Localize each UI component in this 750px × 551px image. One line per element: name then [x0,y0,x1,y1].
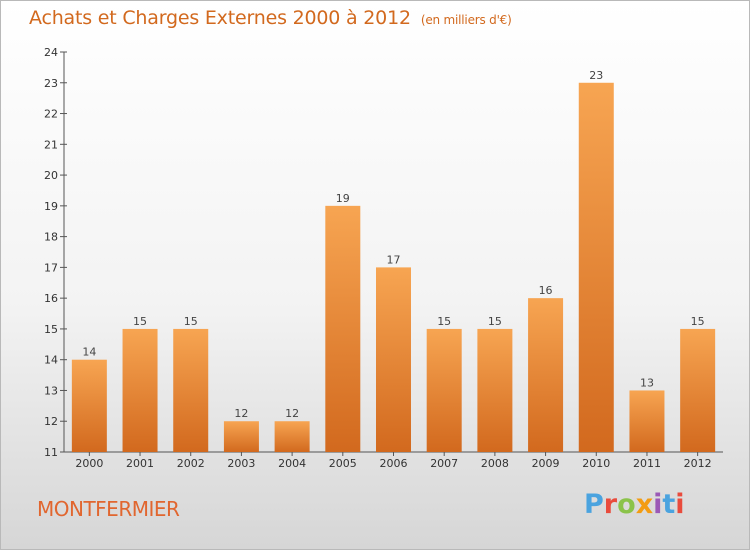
x-tick-label-2003: 2003 [227,457,255,470]
city-name: MONTFERMIER [37,497,180,521]
y-tick-label: 11 [44,446,58,459]
y-tick-label: 13 [44,384,58,397]
y-tick-label: 16 [44,292,58,305]
x-tick-label-2000: 2000 [75,457,103,470]
proxiti-logo[interactable]: Proxiti [584,489,685,520]
x-tick-label-2010: 2010 [582,457,610,470]
x-tick-label-2002: 2002 [177,457,205,470]
y-tick-label: 23 [44,77,58,90]
y-tick-label: 12 [44,415,58,428]
data-label-2011: 13 [640,376,654,389]
data-label-2005: 19 [336,192,350,205]
bar-2006 [376,267,411,452]
x-tick-label-2001: 2001 [126,457,154,470]
x-tick-label-2006: 2006 [380,457,408,470]
y-tick-label: 17 [44,261,58,274]
data-label-2000: 14 [82,346,96,359]
y-tick-label: 24 [44,46,58,59]
x-tick-label-2008: 2008 [481,457,509,470]
bar-2003 [223,421,259,452]
data-label-2010: 23 [589,69,603,82]
x-tick-label-2011: 2011 [633,457,661,470]
y-tick-label: 21 [44,138,58,151]
logo-letter: t [662,489,676,520]
bar-2000 [71,359,107,452]
data-labels: 14 15 15 12 12 19 17 15 15 16 23 13 15 [82,69,704,420]
data-label-2007: 15 [437,315,451,328]
bar-2010 [578,82,614,453]
bars [71,82,716,453]
bar-2002 [173,328,209,452]
y-tick-label: 14 [44,354,58,367]
logo-letter: o [617,489,636,520]
data-label-2003: 12 [234,407,248,420]
y-tick-label: 15 [44,323,58,336]
x-tick-label-2005: 2005 [329,457,357,470]
bar-2009 [528,298,564,452]
bar-2011 [629,390,665,452]
logo-letter: r [603,489,618,520]
bar-2007 [426,328,462,452]
logo-letter: i [675,489,685,520]
logo-letter: x [635,489,654,520]
x-tick-label-2007: 2007 [430,457,458,470]
data-label-2012: 15 [691,315,705,328]
chart-subtitle: (en milliers d'€) [420,13,512,27]
data-label-2006: 17 [387,253,401,266]
y-tick-label: 22 [44,108,58,121]
bar-2001 [122,328,158,452]
data-label-2009: 16 [539,284,553,297]
bar-2005 [325,205,361,452]
y-tick-label: 18 [44,231,58,244]
x-tick-label-2009: 2009 [532,457,560,470]
y-tick-label: 19 [44,200,58,213]
chart-title: Achats et Charges Externes 2000 à 2012 (e… [29,7,512,29]
data-label-2002: 15 [184,315,198,328]
x-tick-label-2004: 2004 [278,457,306,470]
logo-letter: i [653,489,663,520]
y-tick-label: 20 [44,169,58,182]
bar-2004 [274,421,310,452]
data-label-2008: 15 [488,315,502,328]
x-tick-label-2012: 2012 [684,457,712,470]
bar-2008 [477,328,513,452]
data-label-2001: 15 [133,315,147,328]
chart-title-text: Achats et Charges Externes 2000 à 2012 [29,7,411,29]
data-label-2004: 12 [285,407,299,420]
bar-2012 [680,328,716,452]
logo-letter: P [584,489,604,520]
